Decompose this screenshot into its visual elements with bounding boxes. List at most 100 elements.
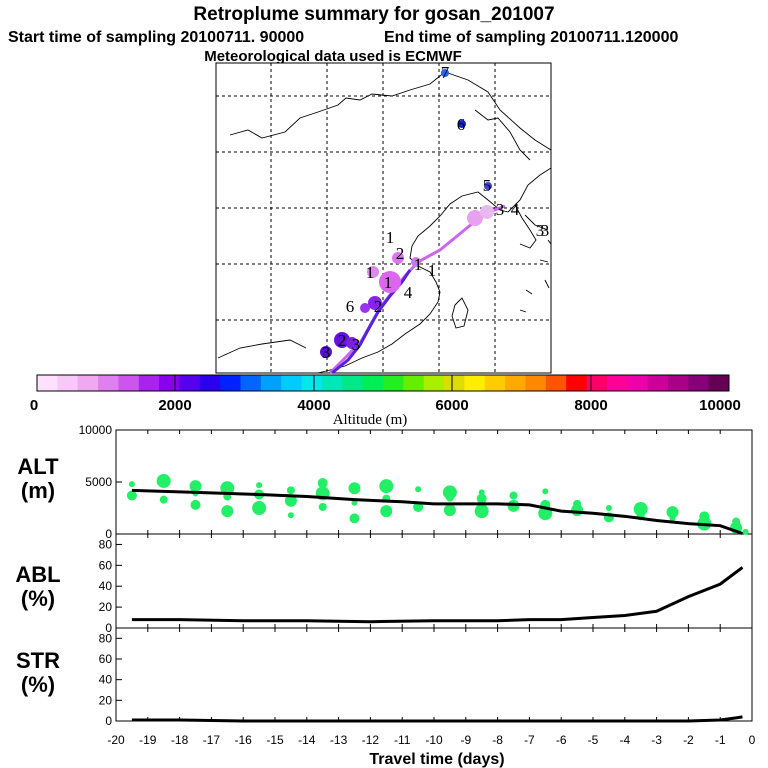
abl-panel-frame [115, 533, 753, 629]
colorbar-swatch [281, 375, 303, 391]
data-point [669, 515, 676, 522]
x-tick-label: -20 [107, 733, 125, 747]
x-tick-label: -14 [298, 733, 316, 747]
map-gridlines [216, 63, 551, 373]
data-point [126, 490, 137, 501]
colorbar-swatch [444, 375, 465, 391]
data-point [128, 481, 135, 488]
map-day-label: 2 [374, 297, 383, 316]
abl-panel-unit: (%) [21, 586, 55, 611]
x-tick-label: -17 [203, 733, 221, 747]
map-day-label: 2 [396, 244, 405, 263]
colorbar-tick-label: 10000 [699, 397, 741, 414]
trajectory-map: 7 6 5 4 1 2 3 1 1 1 1 4 6 2 2 3 3 3 3 [215, 62, 552, 375]
time-series-panels [115, 429, 753, 722]
plume-marker [367, 266, 379, 278]
colorbar-swatch [77, 375, 99, 391]
data-point [220, 481, 235, 496]
data-point [474, 504, 489, 519]
map-day-label: 1 [384, 273, 393, 292]
alt-panel-frame [115, 429, 753, 535]
x-tick-label: -11 [394, 733, 411, 747]
colorbar-swatch [647, 375, 669, 391]
y-tick-label: 20 [99, 600, 113, 614]
map-day-label: 6 [457, 115, 466, 134]
colorbar-swatch [301, 375, 323, 391]
y-tick-label: 5000 [85, 475, 112, 489]
colorbar-swatch [688, 375, 710, 391]
figure-title: Retroplume summary for gosan_201007 [193, 4, 554, 25]
colorbar-tick-label: 8000 [574, 397, 607, 414]
colorbar-swatch [98, 375, 119, 391]
colorbar-swatch [57, 375, 79, 391]
map-day-label: 3 [352, 335, 361, 354]
data-point [351, 499, 358, 506]
abl-panel-label: ABL [15, 562, 60, 587]
map-day-label: 6 [346, 297, 355, 316]
x-tick-label: -9 [460, 733, 471, 747]
y-tick-label: 60 [99, 558, 113, 572]
alt-chart: 0 5000 10000 [79, 423, 753, 541]
end-time-label: End time of sampling 20100711.120000 [384, 29, 678, 46]
data-point [189, 480, 202, 493]
map-day-label: 4 [511, 200, 520, 219]
str-chart: 0 20 40 60 80 [99, 628, 753, 728]
colorbar-swatch [383, 375, 404, 391]
plume-marker [360, 303, 370, 313]
data-point [221, 505, 234, 518]
alt-panel-label: ALT [17, 454, 59, 479]
abl-fraction-line [131, 566, 744, 624]
colorbar-swatch [627, 375, 649, 391]
data-point [379, 479, 394, 494]
colorbar-tick-label: 0 [30, 397, 38, 414]
colorbar-swatch [403, 375, 425, 391]
map-day-label: 3 [536, 221, 545, 240]
x-tick-label: -4 [619, 733, 630, 747]
x-tick-label: -10 [425, 733, 443, 747]
plume-marker [458, 120, 466, 128]
x-tick-label: -2 [683, 733, 694, 747]
abl-chart: 0 20 40 60 80 [99, 534, 753, 635]
colorbar-swatch [37, 375, 58, 391]
plume-marker [346, 337, 358, 349]
plume-marker [392, 252, 404, 264]
data-point [349, 513, 360, 524]
data-point [509, 491, 518, 500]
data-point [666, 506, 679, 519]
map-day-label: 4 [404, 283, 413, 302]
colorbar-swatch [199, 375, 221, 391]
map-day-label: 3 [541, 221, 550, 240]
plume-marker [484, 182, 492, 190]
colorbar-swatch [545, 375, 567, 391]
met-data-label: Meteorological data used is ECMWF [204, 48, 462, 65]
colorbar-swatch [566, 375, 588, 391]
colorbar-tick-label: 2000 [158, 397, 191, 414]
data-point [542, 488, 549, 495]
colorbar-swatch [464, 375, 486, 391]
colorbar-swatch [240, 375, 262, 391]
start-time-label: Start time of sampling 20100711. 90000 [8, 29, 304, 46]
plume-marker [411, 257, 421, 267]
y-tick-label: 20 [99, 693, 113, 707]
data-point [286, 486, 295, 495]
x-tick-label: -15 [266, 733, 284, 747]
data-point [252, 501, 267, 515]
colorbar-swatch [220, 375, 242, 391]
data-point [445, 493, 454, 502]
data-point [256, 482, 263, 489]
plume-marker [379, 271, 401, 293]
map-day-label: 1 [414, 255, 423, 274]
map-day-label: 3 [496, 200, 505, 219]
altitude-colorbar [36, 374, 730, 392]
colorbar-swatch [505, 375, 526, 391]
colorbar-swatch [667, 375, 689, 391]
map-day-label: 3 [322, 343, 331, 362]
y-tick-label: 40 [99, 579, 113, 593]
data-point [348, 482, 361, 495]
map-day-label: 1 [428, 261, 437, 280]
y-tick-label: 80 [99, 631, 113, 645]
data-point [317, 478, 328, 489]
colorbar-swatch [708, 375, 730, 391]
data-point [415, 486, 422, 493]
